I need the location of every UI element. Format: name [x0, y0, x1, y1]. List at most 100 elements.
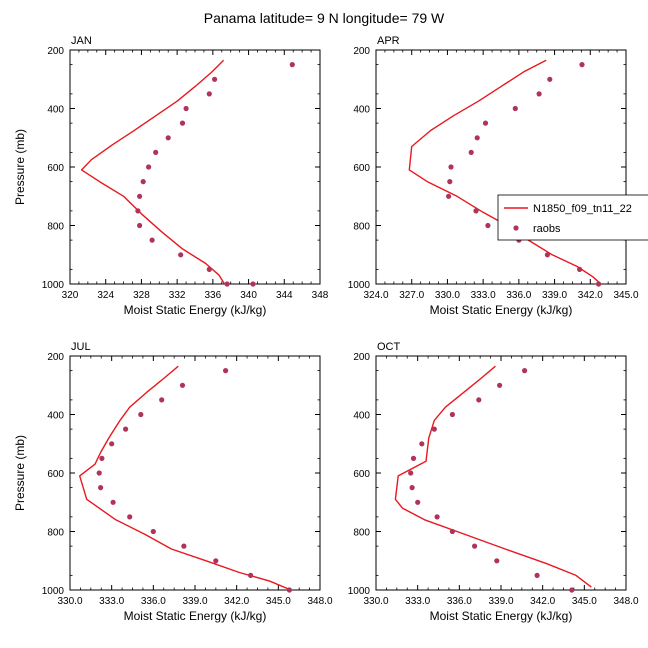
jul-obs-point — [98, 485, 104, 491]
jan-obs-point — [206, 91, 212, 97]
jan-xlabel: Moist Static Energy (kJ/kg) — [124, 303, 267, 317]
jul-ytick-label: 800 — [47, 528, 64, 539]
apr-obs-point — [544, 252, 551, 258]
jan-obs-point — [212, 76, 218, 82]
panel-oct: 330.0 333.0 336.0 339.0 342.0 345.0 348.0 200 40… — [348, 341, 639, 623]
legend-obs-label: raobs — [533, 223, 561, 235]
apr-obs-point — [446, 193, 452, 199]
oct-obs-point — [522, 368, 528, 374]
jan-ytick-label: 1000 — [42, 280, 65, 291]
oct-obs-point — [434, 514, 440, 520]
jul-obs-point — [223, 368, 229, 374]
jul-obs-point — [179, 382, 186, 388]
jan-obs-point — [135, 208, 141, 214]
jan-xtick-label: 348 — [312, 290, 329, 301]
apr-obs-point — [468, 149, 474, 155]
apr-ytick-label: 600 — [353, 163, 370, 174]
jan-ytick-label: 400 — [47, 105, 64, 116]
jan-obs-point — [146, 164, 152, 170]
oct-obs-point — [410, 455, 417, 461]
jul-obs-point — [213, 558, 219, 564]
panel-jan: 320 324 328 332 336 340 344 348 200 400 600 800 1000… — [13, 35, 329, 317]
apr-obs-point — [596, 281, 602, 287]
jan-obs-point — [224, 281, 230, 287]
jan-obs-point — [137, 193, 143, 199]
jul-xtick-label: 345.0 — [266, 596, 291, 607]
jan-plot-frame — [69, 49, 321, 285]
oct-ytick-label: 800 — [353, 528, 370, 539]
oct-ytick-label: 400 — [353, 411, 370, 422]
panel-jul: 330.0 333.0 336.0 339.0 342.0 345.0 348.0 200 40… — [13, 341, 333, 623]
jul-xtick-label: 348.0 — [307, 596, 332, 607]
jan-obs-point — [153, 149, 159, 155]
oct-model-line — [394, 365, 592, 588]
oct-obs-point — [408, 470, 414, 476]
apr-ytick-label: 200 — [353, 46, 370, 57]
jan-xtick-label: 320 — [62, 290, 79, 301]
jul-ytick-label: 600 — [47, 469, 64, 480]
oct-obs-point — [476, 397, 482, 403]
jan-ylabel: Pressure (mb) — [13, 129, 27, 205]
apr-xtick-label: 336.0 — [506, 290, 531, 301]
jul-obs-point — [123, 426, 129, 432]
jan-ytick-label: 200 — [47, 46, 64, 57]
jan-ytick-label: 600 — [47, 163, 64, 174]
jul-model-line — [78, 365, 292, 591]
oct-plot-frame — [375, 355, 627, 591]
apr-obs-point — [482, 120, 489, 126]
jan-obs-point — [289, 62, 295, 68]
jan-xtick-label: 340 — [240, 290, 257, 301]
jul-obs-point — [127, 514, 133, 520]
jan-obs-point — [165, 135, 171, 141]
oct-xtick-label: 339.0 — [488, 596, 513, 607]
jul-obs-point — [159, 397, 165, 403]
apr-xlabel: Moist Static Energy (kJ/kg) — [430, 303, 573, 317]
jan-obs-point — [149, 237, 155, 243]
jan-obs-point — [178, 252, 184, 258]
jul-xlabel: Moist Static Energy (kJ/kg) — [124, 609, 267, 623]
apr-panel-title: APR — [377, 35, 400, 47]
jan-obs-point — [206, 266, 212, 272]
jul-xtick-label: 336.0 — [141, 596, 166, 607]
oct-xtick-label: 345.0 — [572, 596, 597, 607]
legend: N1850_f09_tn11_22 raobs — [497, 194, 648, 241]
oct-ytick-label: 200 — [353, 352, 370, 363]
oct-obs-point — [494, 558, 500, 564]
jan-obs-point — [179, 120, 186, 126]
jul-obs-point — [110, 499, 116, 505]
oct-obs-point — [497, 382, 503, 388]
jul-obs-point — [138, 411, 144, 418]
apr-ytick-label: 800 — [353, 222, 370, 233]
jul-obs-point — [181, 543, 187, 549]
oct-obs-point — [472, 543, 478, 549]
jul-ytick-label: 400 — [47, 411, 64, 422]
jul-xtick-label: 330.0 — [57, 596, 82, 607]
apr-xtick-label: 330.0 — [435, 290, 460, 301]
panel-apr: 324.0 327.0 330.0 333.0 336.0 339.0 342.0 345.0… — [348, 35, 639, 317]
legend-model-label: N1850_f09_tn11_22 — [533, 203, 632, 215]
apr-xtick-label: 345.0 — [613, 290, 638, 301]
jan-obs-point — [140, 179, 146, 185]
apr-obs-point — [447, 179, 453, 185]
jul-obs-point — [96, 470, 102, 476]
oct-obs-point — [419, 441, 425, 447]
apr-obs-point — [536, 91, 542, 97]
jul-ytick-label: 200 — [47, 352, 64, 363]
jul-panel-title: JUL — [71, 341, 91, 353]
apr-obs-point — [448, 164, 454, 170]
jul-obs-point — [150, 528, 156, 535]
jul-ytick-label: 1000 — [42, 586, 65, 597]
jan-obs-point — [137, 222, 143, 229]
jan-obs-point — [250, 281, 256, 287]
oct-obs-point — [449, 528, 455, 535]
apr-obs-point — [512, 105, 518, 112]
apr-obs-point — [473, 208, 479, 214]
jan-xtick-label: 344 — [276, 290, 293, 301]
apr-obs-point — [485, 222, 491, 229]
oct-xtick-label: 336.0 — [447, 596, 472, 607]
legend-obs-marker — [513, 225, 519, 231]
jan-ytick-label: 800 — [47, 222, 64, 233]
apr-xtick-label: 327.0 — [399, 290, 424, 301]
legend-box — [497, 194, 648, 241]
